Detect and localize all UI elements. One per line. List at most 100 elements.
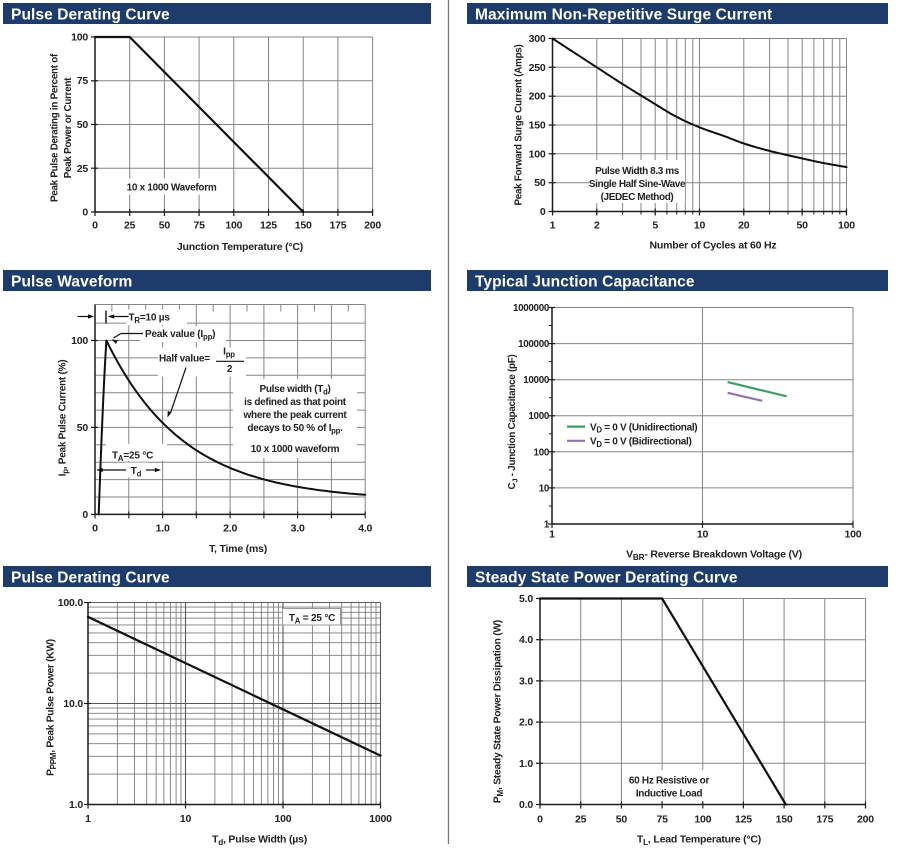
svg-text:60 Hz Resistive or: 60 Hz Resistive or [629, 776, 710, 787]
svg-text:175: 175 [329, 220, 346, 232]
svg-text:Junction Temperature (°C): Junction Temperature (°C) [177, 241, 303, 253]
svg-text:0: 0 [537, 814, 543, 826]
svg-text:10: 10 [694, 220, 706, 232]
svg-text:75: 75 [193, 220, 205, 232]
svg-text:50: 50 [616, 814, 628, 826]
svg-text:TL​, Lead Temperature (°C): TL​, Lead Temperature (°C) [637, 834, 761, 847]
svg-text:50: 50 [797, 220, 809, 232]
svg-text:100.0: 100.0 [58, 597, 84, 609]
svg-text:PPPM​, Peak Pulse Power (KW): PPPM​, Peak Pulse Power (KW) [46, 639, 58, 776]
svg-text:1000: 1000 [528, 411, 549, 422]
svg-text:VD​ = 0 V (Unidirectional): VD​ = 0 V (Unidirectional) [590, 422, 697, 434]
svg-text:3.0: 3.0 [291, 523, 305, 535]
svg-text:20: 20 [738, 220, 750, 232]
svg-text:0.0: 0.0 [519, 799, 533, 811]
svg-text:Pulse Width 8.3 ms: Pulse Width 8.3 ms [595, 166, 680, 177]
svg-text:100: 100 [225, 220, 242, 232]
svg-text:2.0: 2.0 [519, 717, 533, 729]
svg-text:10: 10 [539, 483, 550, 494]
svg-text:where the peak current: where the peak current [243, 410, 348, 421]
svg-text:100: 100 [71, 335, 88, 347]
svg-text:1.0: 1.0 [156, 523, 170, 535]
svg-text:300: 300 [529, 33, 546, 45]
svg-text:Inductive Load: Inductive Load [636, 789, 703, 800]
svg-text:Peak Forward Surge Current (Am: Peak Forward Surge Current (Amps) [514, 44, 525, 205]
svg-text:50: 50 [77, 422, 89, 434]
svg-text:200: 200 [364, 220, 381, 232]
svg-text:Half value=: Half value= [159, 354, 210, 365]
svg-text:75: 75 [656, 814, 668, 826]
svg-text:25: 25 [575, 814, 587, 826]
svg-text:0: 0 [92, 220, 98, 232]
svg-text:1.0: 1.0 [519, 758, 533, 770]
svg-text:5: 5 [652, 220, 658, 232]
svg-text:200: 200 [529, 91, 546, 103]
svg-text:10: 10 [180, 813, 192, 825]
svg-text:0: 0 [82, 207, 88, 219]
svg-text:200: 200 [857, 814, 874, 826]
svg-text:100: 100 [529, 148, 546, 160]
svg-text:75: 75 [77, 75, 89, 87]
svg-text:TA​=25 °C: TA​=25 °C [112, 451, 153, 463]
svg-text:1: 1 [549, 529, 555, 541]
svg-text:50: 50 [159, 220, 171, 232]
svg-text:10 x 1000 Waveform: 10 x 1000 Waveform [127, 183, 217, 194]
svg-text:125: 125 [735, 814, 752, 826]
svg-text:1000: 1000 [369, 813, 392, 825]
svg-text:TA​ = 25 °C: TA​ = 25 °C [289, 613, 335, 625]
svg-text:Number of Cycles at 60 Hz: Number of Cycles at 60 Hz [650, 240, 777, 252]
svg-text:Td​, Pulse Width (µs): Td​, Pulse Width (µs) [212, 834, 307, 847]
svg-text:50: 50 [77, 119, 89, 131]
svg-text:Maximum Non-Repetitive Surge C: Maximum Non-Repetitive Surge Current [475, 6, 772, 23]
svg-text:Pulse width (Td​): Pulse width (Td​) [259, 384, 330, 396]
svg-text:Steady State Power Derating Cu: Steady State Power Derating Curve [475, 569, 738, 586]
svg-text:decays to 50 % of Ipp​.: decays to 50 % of Ipp​. [247, 423, 343, 435]
svg-text:Single Half Sine-Wave: Single Half Sine-Wave [589, 179, 686, 190]
svg-text:(JEDEC Method): (JEDEC Method) [601, 192, 674, 203]
svg-text:175: 175 [816, 814, 833, 826]
svg-text:150: 150 [776, 814, 793, 826]
svg-text:100: 100 [694, 814, 711, 826]
svg-text:3.0: 3.0 [519, 675, 533, 687]
svg-text:100: 100 [275, 813, 292, 825]
svg-text:250: 250 [529, 62, 546, 74]
svg-text:150: 150 [529, 120, 546, 132]
svg-text:50: 50 [534, 177, 546, 189]
svg-text:Peak Power or Current: Peak Power or Current [63, 77, 74, 178]
svg-text:10000: 10000 [523, 375, 550, 386]
svg-text:10 x 1000 waveform: 10 x 1000 waveform [251, 444, 340, 455]
svg-text:1: 1 [85, 813, 91, 825]
svg-text:T, Time (ms): T, Time (ms) [209, 543, 267, 555]
svg-text:1000000: 1000000 [513, 303, 550, 314]
svg-text:100: 100 [845, 529, 862, 541]
svg-text:TR​=10 µs: TR​=10 µs [129, 313, 171, 325]
svg-text:10.0: 10.0 [63, 698, 83, 710]
svg-text:1: 1 [544, 520, 550, 531]
svg-text:100: 100 [838, 220, 855, 232]
svg-text:0: 0 [82, 509, 88, 521]
svg-text:5.0: 5.0 [519, 593, 533, 605]
svg-text:10: 10 [697, 529, 709, 541]
svg-text:VD​ = 0 V (Bidirectional): VD​ = 0 V (Bidirectional) [590, 437, 692, 449]
svg-text:Peak Pulse Derating in Percent: Peak Pulse Derating in Percent of [50, 53, 61, 202]
svg-text:is defined as that point: is defined as that point [244, 397, 347, 408]
svg-text:Pulse Waveform: Pulse Waveform [11, 273, 132, 290]
svg-text:25: 25 [77, 163, 89, 175]
svg-text:100000: 100000 [518, 339, 550, 350]
svg-text:0: 0 [92, 523, 98, 535]
svg-text:1: 1 [550, 220, 556, 232]
svg-text:Pulse Derating Curve: Pulse Derating Curve [11, 6, 170, 23]
svg-text:100: 100 [71, 32, 88, 44]
svg-text:Peak value (Ipp​): Peak value (Ipp​) [145, 329, 215, 341]
svg-text:CJ​ - Junction Capacitance (pF: CJ​ - Junction Capacitance (pF) [507, 355, 519, 490]
svg-text:150: 150 [295, 220, 312, 232]
svg-text:1.0: 1.0 [69, 799, 83, 811]
svg-text:100: 100 [534, 447, 550, 458]
svg-text:2: 2 [594, 220, 600, 232]
svg-text:2: 2 [227, 364, 233, 375]
svg-text:2.0: 2.0 [223, 523, 237, 535]
svg-text:0: 0 [540, 206, 546, 218]
svg-text:Ip​, Peak Pulse Current (%): Ip​, Peak Pulse Current (%) [58, 360, 70, 477]
svg-text:4.0: 4.0 [519, 634, 533, 646]
svg-text:VBR​- Reverse Breakdown Voltag: VBR​- Reverse Breakdown Voltage (V) [626, 549, 802, 562]
